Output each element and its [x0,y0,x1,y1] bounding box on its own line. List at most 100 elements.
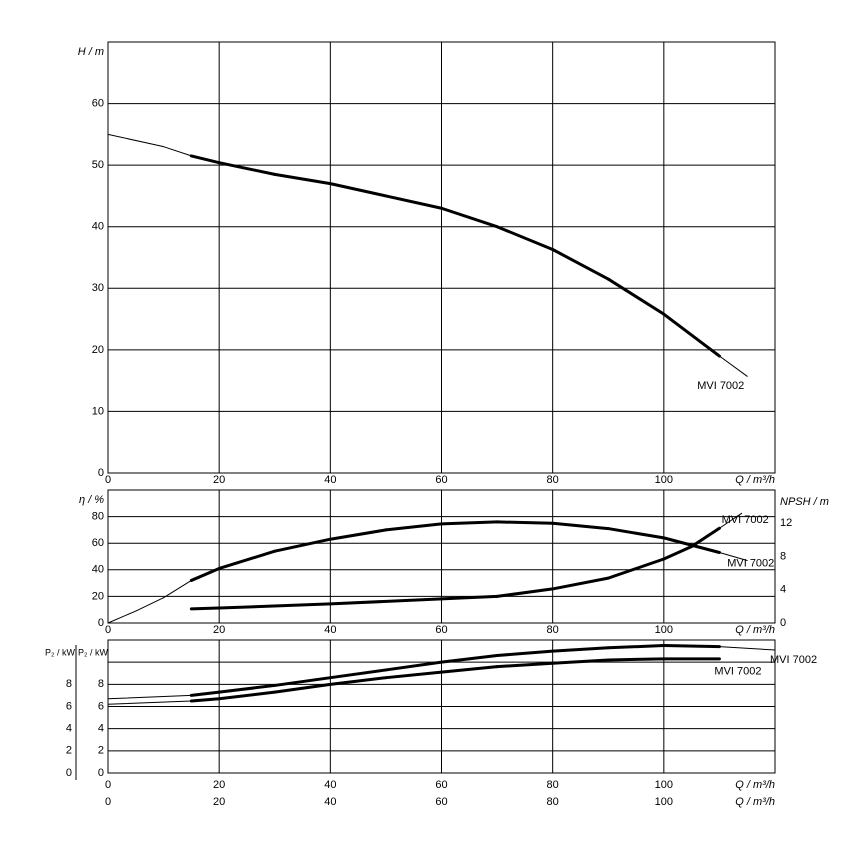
series-label: MVI 7002 [714,666,761,678]
x-tick-label: 100 [655,796,673,808]
curve-segment [440,520,499,526]
curve-segment [107,610,137,624]
y-tick-label: 8 [98,678,104,690]
curve-segment [189,154,221,165]
x-tick-label: 60 [435,796,447,808]
curve-segment [718,646,776,651]
y-tick-label: 80 [92,511,104,523]
curve-segment [217,683,277,694]
curve-segment [384,660,443,672]
curve-segment [495,649,555,658]
curve-segment [662,545,694,561]
curve-segment [606,557,666,580]
y2-tick-label: 0 [780,617,786,629]
x-tick-label: 100 [655,474,673,486]
y-tick-label: 30 [92,282,104,294]
x-tick-label: 60 [435,779,447,791]
curve-segment [718,512,743,529]
curve-segment [328,668,388,680]
curve-segment [495,587,555,598]
x-tick-label: 80 [547,779,559,791]
x-tick-label: 20 [213,474,225,486]
x-axis-label: Q / m³/h [735,796,775,808]
curve-segment [163,579,192,599]
curve-segment [551,576,610,591]
y-tick-label: 6 [98,700,104,712]
y-tick-label: 60 [92,537,104,549]
curve-segment [440,594,499,601]
curve-segment [551,646,610,653]
curve-segment [217,690,277,701]
curve-segment [163,146,192,157]
y-axis-label: η / % [79,494,104,506]
y2-tick-label: 8 [780,550,786,562]
x-axis-label: Q / m³/h [735,779,775,791]
curve-segment [107,694,192,700]
y2-tick-label: 12 [780,517,792,529]
y-tick-label: 40 [92,221,104,233]
curve-segment [273,676,332,687]
y-tick-label: 0 [98,467,104,479]
curve-segment [551,658,610,665]
y-tick-label: 0 [98,617,104,629]
series-label: MVI 7002 [727,557,774,569]
y-tick-label: 4 [98,723,104,735]
y-tick-label: 8 [66,678,72,690]
curve-segment [551,247,610,281]
curve-segment [606,644,666,650]
series-label: MVI 7002 [770,654,817,666]
x-tick-label: 80 [547,474,559,486]
curve-segment [189,690,221,697]
x-tick-label: 60 [435,624,447,636]
y-tick-label: 6 [66,700,72,712]
y-tick-label: 2 [66,745,72,757]
curve-segment [217,549,277,570]
x-tick-label: 100 [655,624,673,636]
curve-segment [440,665,499,674]
x-tick-label: 40 [324,796,336,808]
curve-segment [662,536,721,555]
curve-segment [273,537,332,553]
curve-segment [718,355,748,377]
curve-segment [328,597,443,606]
x-tick-label: 40 [324,624,336,636]
curve-segment [551,521,610,531]
curve-segment [273,172,332,186]
y2-tick-label: 4 [780,584,786,596]
curve-segment [107,133,165,148]
x-axis-label: Q / m³/h [735,474,775,486]
x-tick-label: 60 [435,474,447,486]
curve-segment [495,661,555,669]
curve-segment [328,528,388,541]
curve-segment [189,566,221,582]
x-tick-label: 40 [324,474,336,486]
x-tick-label: 20 [213,796,225,808]
curve-segment [384,194,443,210]
x-tick-label: 0 [105,624,111,636]
curve-segment [440,206,499,229]
y-tick-label: 2 [98,745,104,757]
curve-segment [606,657,666,662]
curve-segment [189,606,221,611]
y-tick-label: 50 [92,159,104,171]
y2-axis-label: NPSH / m [780,496,829,508]
x-tick-label: 40 [324,779,336,791]
x-tick-label: 0 [105,474,111,486]
x-tick-label: 0 [105,796,111,808]
series-label: MVI 7002 [722,514,769,526]
x-tick-label: 100 [655,779,673,791]
curve-segment [440,654,499,664]
x-tick-label: 20 [213,624,225,636]
curve-segment [135,597,165,612]
curve-segment [606,277,666,316]
series-label: MVI 7002 [697,380,744,392]
x-tick-label: 80 [547,624,559,636]
curve-segment [328,676,388,686]
curve-segment [273,682,332,694]
x-tick-label: 0 [105,779,111,791]
curve-segment [107,700,192,705]
curve-segment [217,602,332,610]
curve-segment [606,527,666,540]
curve-segment [690,526,721,549]
y-tick-label: 4 [66,723,72,735]
